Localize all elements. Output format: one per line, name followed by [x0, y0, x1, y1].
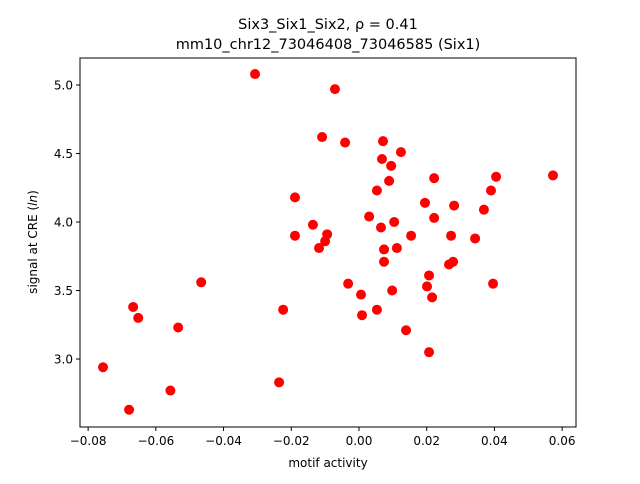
data-points — [98, 69, 558, 415]
data-point — [278, 304, 289, 315]
data-point — [384, 175, 395, 186]
y-tick-label: 4.5 — [54, 147, 73, 161]
data-point — [371, 185, 382, 196]
y-axis: 3.0 3.5 4.0 4.5 5.0 — [54, 78, 80, 367]
data-point — [379, 244, 390, 255]
data-point — [289, 230, 300, 241]
data-point — [196, 277, 207, 288]
data-point — [250, 69, 261, 80]
y-tick-label: 5.0 — [54, 78, 73, 92]
plot-frame — [79, 57, 577, 428]
data-point — [357, 310, 368, 321]
data-point — [356, 289, 367, 300]
data-point — [449, 200, 460, 211]
data-point — [274, 377, 285, 388]
data-point — [379, 256, 390, 267]
data-point — [488, 278, 499, 289]
data-point — [389, 217, 400, 228]
data-point — [173, 322, 184, 333]
data-point — [314, 243, 325, 254]
data-point — [343, 278, 354, 289]
chart-title-line2: mm10_chr12_73046408_73046585 (Six1) — [176, 37, 481, 53]
data-point — [289, 192, 300, 203]
data-point — [422, 281, 433, 292]
data-point — [486, 185, 497, 196]
data-point — [364, 211, 375, 222]
x-tick-label: −0.04 — [205, 434, 242, 448]
x-axis-label: motif activity — [288, 456, 367, 470]
data-point — [371, 304, 382, 315]
data-point — [386, 160, 397, 171]
data-point — [133, 312, 144, 323]
data-point — [329, 84, 340, 95]
data-point — [375, 222, 386, 233]
x-tick-label: −0.06 — [137, 434, 174, 448]
y-tick-label: 3.0 — [54, 353, 73, 367]
data-point — [307, 219, 318, 230]
data-point — [165, 385, 176, 396]
data-point — [340, 137, 351, 148]
x-tick-label: −0.02 — [273, 434, 310, 448]
data-point — [98, 362, 109, 373]
x-tick-label: 0.06 — [549, 434, 576, 448]
data-point — [387, 285, 398, 296]
x-tick-label: 0.00 — [346, 434, 373, 448]
data-point — [491, 171, 502, 182]
data-point — [377, 153, 388, 164]
data-point — [128, 301, 139, 312]
data-point — [547, 170, 558, 181]
data-point — [401, 325, 412, 336]
y-axis-label: signal at CRE (ln) — [26, 190, 40, 294]
data-point — [446, 230, 457, 241]
data-point — [378, 136, 389, 147]
data-point — [424, 270, 435, 281]
data-point — [317, 132, 328, 143]
x-axis: −0.08 −0.06 −0.04 −0.02 0.00 0.02 0.04 0.06 — [70, 427, 576, 448]
chart-title-line1: Six3_Six1_Six2, ρ = 0.41 — [238, 17, 418, 33]
data-point — [419, 197, 430, 208]
data-point — [391, 243, 402, 254]
data-point — [322, 229, 333, 240]
y-tick-label: 3.5 — [54, 284, 73, 298]
data-point — [424, 347, 435, 358]
data-point — [448, 256, 459, 267]
data-point — [124, 404, 135, 415]
data-point — [406, 230, 417, 241]
data-point — [395, 147, 406, 158]
data-point — [429, 212, 440, 223]
x-tick-label: 0.04 — [481, 434, 508, 448]
data-point — [427, 292, 438, 303]
data-point — [429, 173, 440, 184]
data-point — [470, 233, 481, 244]
y-tick-label: 4.0 — [54, 216, 73, 230]
x-tick-label: −0.08 — [70, 434, 107, 448]
data-point — [478, 204, 489, 215]
x-tick-label: 0.02 — [413, 434, 440, 448]
